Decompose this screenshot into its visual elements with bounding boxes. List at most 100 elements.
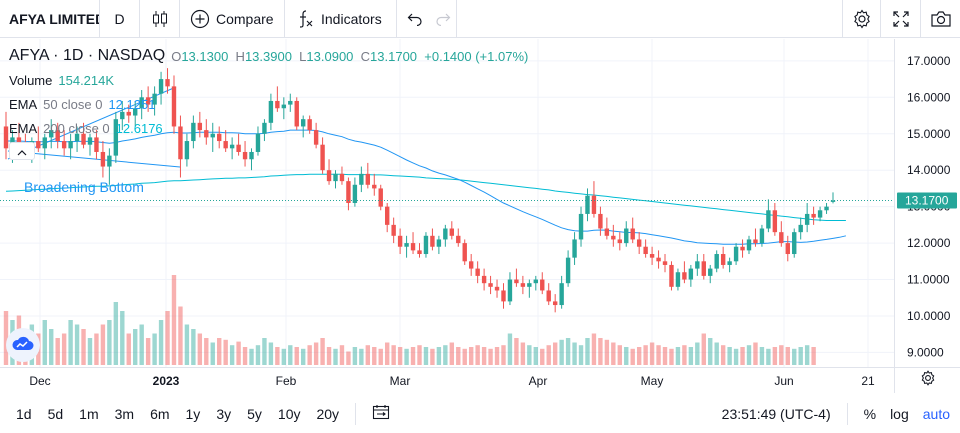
volume-bar xyxy=(229,345,235,365)
price-chart[interactable] xyxy=(0,39,894,367)
price-scale[interactable]: 17.000016.000015.000014.000013.000012.00… xyxy=(894,39,960,367)
interval-button[interactable]: D xyxy=(100,0,140,38)
range-10y-button[interactable]: 10y xyxy=(277,405,301,422)
volume-bar xyxy=(733,348,739,365)
goto-date-button[interactable] xyxy=(364,394,398,433)
volume-bar xyxy=(404,348,409,365)
time-scale[interactable]: Dec 2023 Feb Mar Apr May Jun 21 xyxy=(0,367,894,393)
volume-bar xyxy=(68,320,73,365)
settings-button[interactable] xyxy=(842,0,880,38)
candle-body xyxy=(462,243,467,262)
range-3y-button[interactable]: 3y xyxy=(216,405,232,422)
pattern-annotation[interactable]: Broadening Bottom xyxy=(24,179,144,195)
toolbar-right xyxy=(842,0,960,38)
bottom-right-group: 23:51:49 (UTC-4) % log auto xyxy=(722,394,960,433)
candle-body xyxy=(494,286,500,291)
range-1m-button[interactable]: 1m xyxy=(79,405,99,422)
legend-ema200[interactable]: EMA 200 close 0 12.6176 xyxy=(9,116,528,140)
candle-body xyxy=(359,173,364,185)
range-5y-button[interactable]: 5y xyxy=(247,405,262,422)
screenshot-button[interactable] xyxy=(920,0,960,38)
fullscreen-button[interactable] xyxy=(880,0,920,38)
range-6m-button[interactable]: 6m xyxy=(150,405,170,422)
candle-body xyxy=(307,119,312,131)
candle-body xyxy=(275,100,280,109)
legend-main-series[interactable]: AFYA · 1D · NASDAQ O13.1300 H13.3900 L13… xyxy=(9,44,528,68)
volume-bar xyxy=(61,333,67,365)
candle-body xyxy=(766,210,771,229)
undo-icon[interactable] xyxy=(407,12,423,26)
top-toolbar: AFYA LIMITED D Compare Indicators xyxy=(0,0,960,38)
candle-body xyxy=(449,228,455,236)
range-5d-button[interactable]: 5d xyxy=(47,405,64,422)
range-1y-button[interactable]: 1y xyxy=(185,405,201,422)
compare-button[interactable]: Compare xyxy=(180,0,285,38)
volume-bar xyxy=(552,342,558,365)
candle-body xyxy=(404,243,409,247)
candle-body xyxy=(126,111,131,116)
volume-bar xyxy=(456,347,461,365)
candle-body xyxy=(365,173,371,185)
volume-bar xyxy=(669,348,674,365)
candle-body xyxy=(158,79,164,94)
candle-body xyxy=(443,228,448,240)
candle-body xyxy=(811,213,816,218)
symbol-search-button[interactable]: AFYA LIMITED xyxy=(0,0,100,38)
volume-bar xyxy=(585,338,590,365)
clock-timezone[interactable]: 23:51:49 (UTC-4) xyxy=(721,405,831,422)
time-tick-label: Mar xyxy=(390,374,411,388)
candle-body xyxy=(604,228,610,236)
chart-type-button[interactable] xyxy=(140,0,180,38)
volume-bar xyxy=(55,338,60,365)
volume-bar xyxy=(559,339,564,365)
volume-bar xyxy=(113,302,119,365)
candle-body xyxy=(55,130,60,142)
candle-body xyxy=(507,279,513,302)
candle-body xyxy=(133,108,138,116)
candle-body xyxy=(191,122,196,142)
volume-bar xyxy=(391,345,396,365)
scale-settings-button[interactable] xyxy=(894,367,960,393)
range-1d-button[interactable]: 1d xyxy=(16,405,32,422)
candle-body xyxy=(675,272,681,287)
legend-collapse-button[interactable] xyxy=(9,142,35,160)
range-3m-button[interactable]: 3m xyxy=(114,405,135,422)
volume-value: 154.214K xyxy=(58,72,115,88)
last-price-label: 13.1700 xyxy=(905,193,949,207)
chart-pane[interactable]: Broadening Bottom xyxy=(0,39,894,367)
chart-legend: AFYA · 1D · NASDAQ O13.1300 H13.3900 L13… xyxy=(9,44,528,160)
time-tick-label: Feb xyxy=(276,374,297,388)
volume-bar xyxy=(766,348,771,365)
legend-volume[interactable]: Volume 154.214K xyxy=(9,68,528,92)
log-scale-button[interactable]: log xyxy=(890,405,909,422)
candle-body xyxy=(268,100,274,123)
chevron-up-icon xyxy=(17,144,27,159)
volume-bar xyxy=(759,347,765,365)
volume-bar xyxy=(165,311,170,365)
volume-bar xyxy=(359,348,364,365)
auto-scale-button[interactable]: auto xyxy=(922,405,950,422)
volume-bar xyxy=(656,345,661,365)
legend-ema50[interactable]: EMA 50 close 0 12.1251 xyxy=(9,92,528,116)
volume-bar xyxy=(436,347,442,365)
volume-bar xyxy=(204,338,209,365)
percent-scale-button[interactable]: % xyxy=(863,405,877,422)
volume-bar xyxy=(301,348,306,365)
ema200-params: 200 close 0 xyxy=(43,120,110,136)
candle-body xyxy=(682,272,687,280)
volume-bar xyxy=(740,347,745,365)
candle-body xyxy=(352,184,358,203)
candle-body xyxy=(656,257,661,262)
range-20y-button[interactable]: 20y xyxy=(316,405,340,422)
candle-body xyxy=(229,144,235,149)
tradingview-logo[interactable] xyxy=(6,328,40,362)
volume-bar xyxy=(798,347,803,365)
redo-icon[interactable] xyxy=(435,12,451,26)
candle-body xyxy=(120,111,125,120)
bottom-toolbar: 1d 5d 1m 3m 6m 1y 3y 5y 10y 20y 23:51:49… xyxy=(0,394,960,433)
volume-bar xyxy=(636,347,642,365)
volume-bar xyxy=(591,333,597,365)
indicators-button[interactable]: Indicators xyxy=(285,0,397,38)
volume-bar xyxy=(507,333,513,365)
candle-body xyxy=(824,206,829,211)
